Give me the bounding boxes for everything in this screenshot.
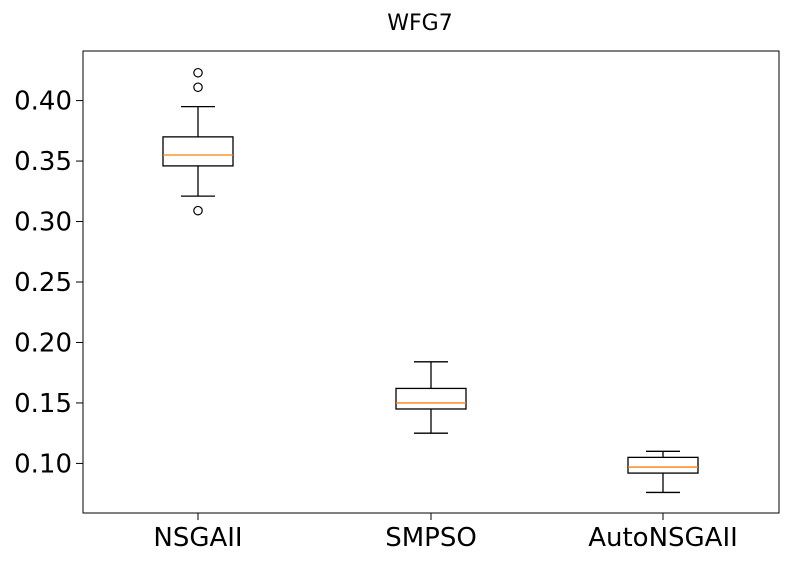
box — [627, 456, 699, 474]
y-tick-label: 0.35 — [14, 147, 72, 177]
outlier-point — [193, 205, 203, 216]
y-tick-label: 0.15 — [14, 389, 72, 419]
y-tick-label: 0.40 — [14, 87, 72, 117]
box-plots — [162, 67, 699, 494]
x-tick-label: SMPSO — [385, 523, 477, 553]
chart-title: WFG7 — [387, 11, 452, 36]
plot-area — [82, 50, 780, 514]
y-tick-label: 0.25 — [14, 268, 72, 298]
box-plot-smpso — [395, 361, 467, 434]
y-tick-label: 0.30 — [14, 208, 72, 238]
x-axis: NSGAII SMPSO AutoNSGAII — [153, 513, 738, 553]
box — [162, 136, 234, 167]
x-tick-label: AutoNSGAII — [588, 523, 738, 553]
box-plot-nsgaii — [162, 67, 234, 216]
y-tick-label: 0.10 — [14, 449, 72, 479]
box — [395, 387, 467, 410]
y-axis: 0.10 0.15 0.20 0.25 0.30 0.35 0.40 — [14, 87, 83, 479]
y-tick-label: 0.20 — [14, 328, 72, 358]
x-tick-label: NSGAII — [153, 523, 242, 553]
outlier-point — [193, 82, 203, 93]
box-plot-autonsgaii — [627, 450, 699, 494]
outlier-point — [193, 67, 203, 78]
